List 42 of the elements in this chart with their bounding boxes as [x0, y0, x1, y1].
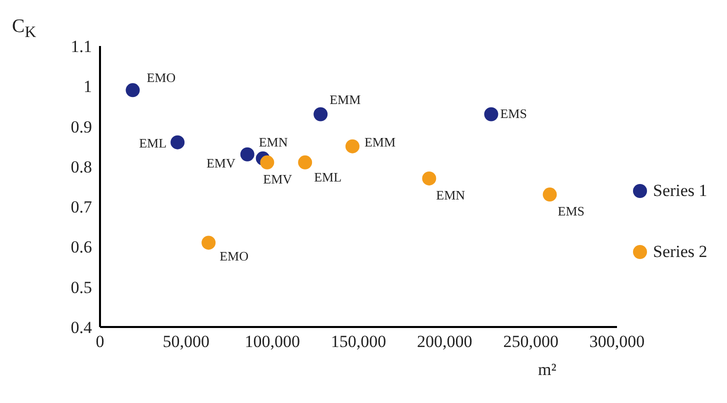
- x-tick-label: 200,000: [417, 332, 472, 352]
- annotation: EMM: [330, 92, 362, 108]
- point: [484, 107, 498, 122]
- y-tick-label: 0.9: [70, 117, 92, 136]
- point: [542, 188, 557, 202]
- legend-label: Series 2: [653, 242, 708, 262]
- point: [260, 155, 274, 170]
- point: [345, 139, 360, 154]
- point: [170, 135, 185, 150]
- annotation: EMS: [500, 106, 527, 122]
- y-tick-label: 1.1: [70, 37, 92, 56]
- annotation: EMM: [364, 134, 396, 150]
- point: [298, 155, 312, 170]
- annotation: EMO: [220, 248, 248, 264]
- annotation: EML: [314, 169, 342, 184]
- annotation: EMN: [436, 187, 466, 202]
- annotation: EMV: [206, 155, 236, 170]
- point: [240, 147, 254, 162]
- x-axis-title: m²: [538, 360, 556, 380]
- x-tick-label: 150,000: [330, 332, 386, 352]
- y-tick-label: 0.6: [70, 238, 92, 257]
- y-tick-label: 0.4: [70, 318, 92, 338]
- x-tick-label: 300,000: [589, 332, 645, 352]
- y-axis-title: C$_{K}$: [12, 16, 36, 42]
- x-tick-label: 250,000: [503, 332, 558, 352]
- annotation: EMN: [258, 134, 288, 150]
- y-tick-label: 0.5: [70, 278, 92, 297]
- point: [422, 171, 436, 186]
- point: [126, 83, 140, 98]
- x-tick-label: 50,000: [162, 332, 210, 352]
- point: [314, 107, 328, 122]
- x-tick-label: 0: [96, 332, 104, 352]
- annotation: EMO: [146, 70, 176, 86]
- point: [202, 236, 216, 250]
- y-tick-label: 0.7: [70, 198, 92, 217]
- annotation: EMS: [558, 204, 585, 219]
- annotation: EMV: [263, 171, 293, 186]
- y-tick-label: 1: [84, 77, 92, 96]
- x-tick-label: 100,000: [244, 332, 300, 352]
- y-tick-label: 0.8: [70, 157, 92, 176]
- legend-label: Series 1: [653, 180, 708, 200]
- annotation: EML: [139, 135, 167, 150]
